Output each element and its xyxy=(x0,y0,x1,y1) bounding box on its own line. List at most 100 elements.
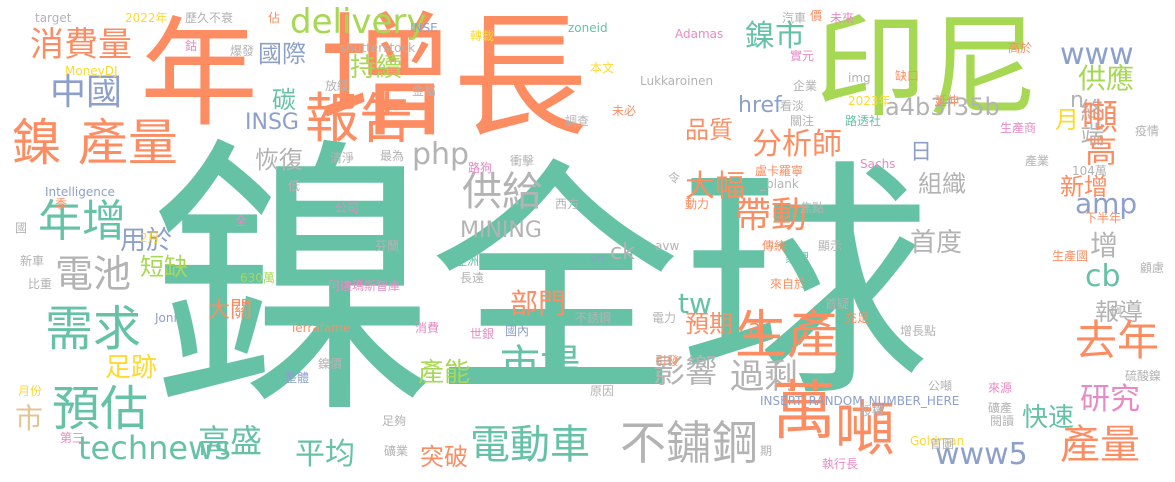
cloud-word: img xyxy=(848,71,871,85)
cloud-word: 比重 xyxy=(28,277,53,291)
cloud-word: 終端 xyxy=(1076,98,1104,146)
cloud-word: 家裡 xyxy=(785,251,810,265)
cloud-word: 授權 xyxy=(860,404,885,418)
cloud-word: 不銹鋼 xyxy=(575,311,612,325)
cloud-word: 傳統 xyxy=(762,239,787,253)
cloud-word: 生產國 xyxy=(1052,249,1089,263)
cloud-word: 104萬 xyxy=(1072,164,1107,178)
cloud-word: 品質 xyxy=(685,116,733,144)
cloud-word: 年 xyxy=(140,5,259,143)
cloud-word: 印尼 xyxy=(815,3,1039,133)
cloud-word: 路透社 xyxy=(845,114,882,128)
cloud-word: 產能 xyxy=(418,358,471,388)
cloud-word: 鈷 xyxy=(185,39,198,53)
cloud-word: 全球 xyxy=(430,139,930,430)
cloud-word: 顯示 xyxy=(818,239,843,253)
cloud-word: 噸 xyxy=(835,395,895,465)
cloud-word: 研究 xyxy=(1080,382,1140,417)
cloud-word: 2022年 xyxy=(125,11,168,25)
cloud-word: www5 xyxy=(935,437,1028,472)
cloud-word: 產業 xyxy=(1025,154,1050,168)
cloud-word: 來源 xyxy=(988,381,1013,395)
cloud-word: shutterstock xyxy=(340,41,416,55)
cloud-word: 供應 xyxy=(1078,62,1135,95)
cloud-word: 盧卡羅寧 xyxy=(755,164,804,178)
cloud-word: 季 xyxy=(55,197,68,211)
cloud-word: 最為 xyxy=(380,149,405,163)
cloud-word: 新車 xyxy=(20,254,45,268)
cloud-word: 鎳 產量 xyxy=(12,114,178,172)
cloud-word: 去年 xyxy=(1075,316,1160,365)
cloud-word: 來自於 xyxy=(770,277,807,291)
cloud-word: 本文 xyxy=(590,61,615,75)
cloud-word: 閱讀 xyxy=(990,414,1015,428)
cloud-word: 汽車 xyxy=(782,11,807,25)
cloud-word: 需求 xyxy=(45,301,142,357)
cloud-word: 動力 xyxy=(685,197,710,211)
cloud-word: 足跡 xyxy=(105,353,158,383)
cloud-word: amp xyxy=(1075,187,1138,220)
cloud-word: Lukkaroinen xyxy=(640,74,714,88)
cloud-word: 金屬 xyxy=(412,84,437,98)
cloud-word: 生產 xyxy=(735,306,840,366)
cloud-word: 報告 xyxy=(305,87,413,150)
cloud-word: 碳 xyxy=(272,86,296,114)
cloud-word: Joni xyxy=(155,311,177,325)
cloud-word: php xyxy=(412,137,470,172)
cloud-word: 市 xyxy=(15,402,44,435)
cloud-word: 恢復 xyxy=(255,146,303,174)
cloud-word: 高於 xyxy=(1008,41,1033,55)
cloud-word: 看淡 xyxy=(780,99,805,113)
cloud-word: 高盛 xyxy=(198,422,263,460)
cloud-word: n xyxy=(1070,88,1084,113)
cloud-word: 預期 xyxy=(685,310,733,338)
cloud-word: 供給 xyxy=(462,169,542,215)
cloud-word: 首疑 xyxy=(825,297,850,311)
cloud-word: 國 xyxy=(15,221,28,235)
cloud-word: 關注 xyxy=(790,114,815,128)
cloud-word: 2月 xyxy=(140,231,160,245)
cloud-word: 阿達瑪斯智庫 xyxy=(328,279,401,293)
cloud-word: 年增 xyxy=(38,196,126,247)
cloud-word: 足夠 xyxy=(382,414,407,428)
cloud-word: 鎳市 xyxy=(745,19,805,54)
cloud-word: 分析師 xyxy=(752,127,842,162)
cloud-word: 月份 xyxy=(18,384,43,398)
cloud-word: 增 xyxy=(1090,229,1119,262)
cloud-word: 顧慮 xyxy=(1140,261,1165,275)
cloud-word: 市場 xyxy=(500,342,580,388)
cloud-word: 執行長 xyxy=(822,457,859,471)
cloud-word: 持續 xyxy=(350,53,403,83)
cloud-word: delivery xyxy=(290,2,427,42)
cloud-word: avw xyxy=(655,239,680,253)
cloud-word: 引發 xyxy=(655,354,680,368)
cloud-word: 消費量 xyxy=(30,25,132,65)
cloud-word: 礦產 xyxy=(988,401,1013,415)
cloud-word: Goldman xyxy=(910,434,965,448)
cloud-word: 首度 xyxy=(910,228,963,258)
cloud-word: 長遠 xyxy=(460,271,485,285)
cloud-word: 消費 xyxy=(415,321,440,335)
cloud-word: 大關 xyxy=(208,298,253,323)
cloud-word: technews xyxy=(78,429,231,467)
cloud-word: 實元 xyxy=(790,49,815,63)
cloud-word: MoneyDJ xyxy=(65,64,118,78)
cloud-word: 2023年 xyxy=(848,94,891,108)
cloud-word: 芬蘭 xyxy=(375,239,400,253)
cloud-word: 國內 xyxy=(505,324,530,338)
cloud-word: 鎳價 xyxy=(318,357,343,371)
cloud-word: 短缺 xyxy=(140,253,188,281)
cloud-word: 未必 xyxy=(612,104,637,118)
cloud-word: 生產商 xyxy=(1000,121,1037,135)
cloud-word: cb xyxy=(1085,259,1121,294)
cloud-word: Intelligence xyxy=(45,185,115,199)
cloud-word: 過剩 xyxy=(730,357,798,397)
cloud-word: _blank xyxy=(760,177,799,191)
cloud-word: 鋼 xyxy=(1110,304,1123,318)
cloud-word: 硫酸鎳 xyxy=(1125,369,1162,383)
cloud-word: 突破 xyxy=(420,443,468,471)
cloud-word: 下半年 xyxy=(1085,211,1122,225)
cloud-word: 第三 xyxy=(60,431,85,445)
cloud-word: 焦點 xyxy=(800,201,825,215)
cloud-word: 價 xyxy=(810,9,823,23)
